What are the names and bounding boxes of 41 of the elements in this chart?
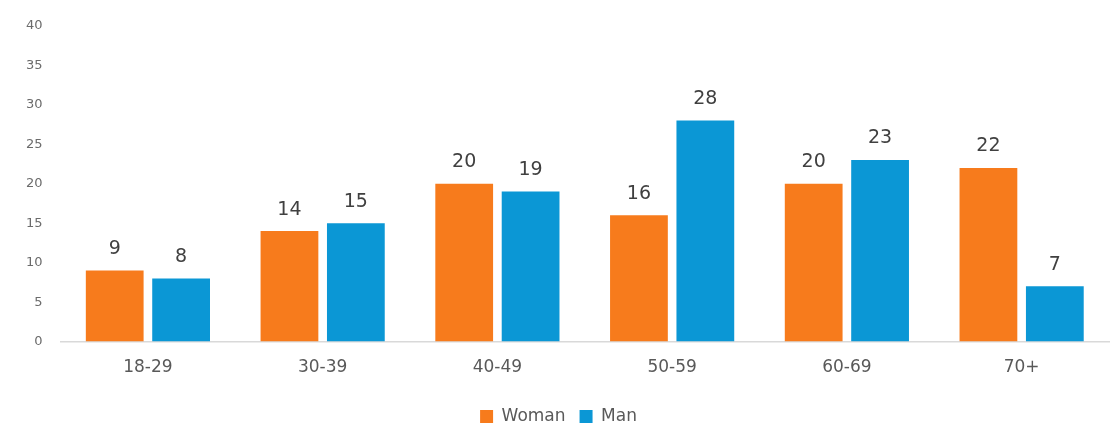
data-label: 15 bbox=[343, 188, 368, 211]
bar bbox=[435, 183, 494, 342]
y-tick-label: 20 bbox=[26, 175, 43, 191]
bar bbox=[1025, 286, 1084, 342]
y-tick-label: 5 bbox=[34, 293, 43, 309]
y-tick-label: 35 bbox=[26, 56, 43, 72]
data-label: 20 bbox=[801, 149, 826, 172]
y-tick-label: 30 bbox=[26, 96, 43, 112]
y-tick-label: 0 bbox=[34, 332, 43, 348]
bar bbox=[85, 270, 144, 342]
bar bbox=[610, 215, 668, 342]
data-label: 16 bbox=[626, 180, 652, 203]
data-label: 19 bbox=[518, 157, 543, 180]
data-label: 28 bbox=[693, 85, 718, 108]
data-label: 22 bbox=[976, 133, 1001, 156]
x-tick-label: 70+ bbox=[1003, 356, 1040, 377]
bar bbox=[784, 183, 843, 342]
bar bbox=[152, 278, 210, 342]
y-tick-label: 10 bbox=[26, 254, 43, 270]
data-label: 8 bbox=[175, 243, 188, 266]
data-label: 7 bbox=[1048, 251, 1061, 274]
legend-label: Woman bbox=[501, 404, 566, 425]
x-tick-label: 40-49 bbox=[472, 356, 523, 377]
bar bbox=[676, 120, 735, 342]
x-tick-label: 60-69 bbox=[822, 356, 872, 377]
bar bbox=[260, 231, 319, 342]
y-tick-label: 25 bbox=[26, 135, 43, 151]
y-tick-label: 40 bbox=[26, 17, 43, 33]
bar bbox=[326, 223, 385, 342]
x-tick-label: 50-59 bbox=[647, 356, 697, 377]
data-label: 9 bbox=[108, 235, 121, 258]
legend-label: Man bbox=[601, 404, 637, 425]
x-tick-label: 30-39 bbox=[297, 356, 348, 377]
data-label: 23 bbox=[867, 125, 893, 148]
bar bbox=[851, 160, 909, 342]
data-label: 14 bbox=[277, 196, 302, 219]
x-tick-label: 18-29 bbox=[123, 356, 173, 377]
bar bbox=[959, 167, 1018, 342]
bar bbox=[501, 191, 560, 342]
y-tick-label: 15 bbox=[26, 214, 43, 230]
data-label: 20 bbox=[452, 149, 477, 172]
